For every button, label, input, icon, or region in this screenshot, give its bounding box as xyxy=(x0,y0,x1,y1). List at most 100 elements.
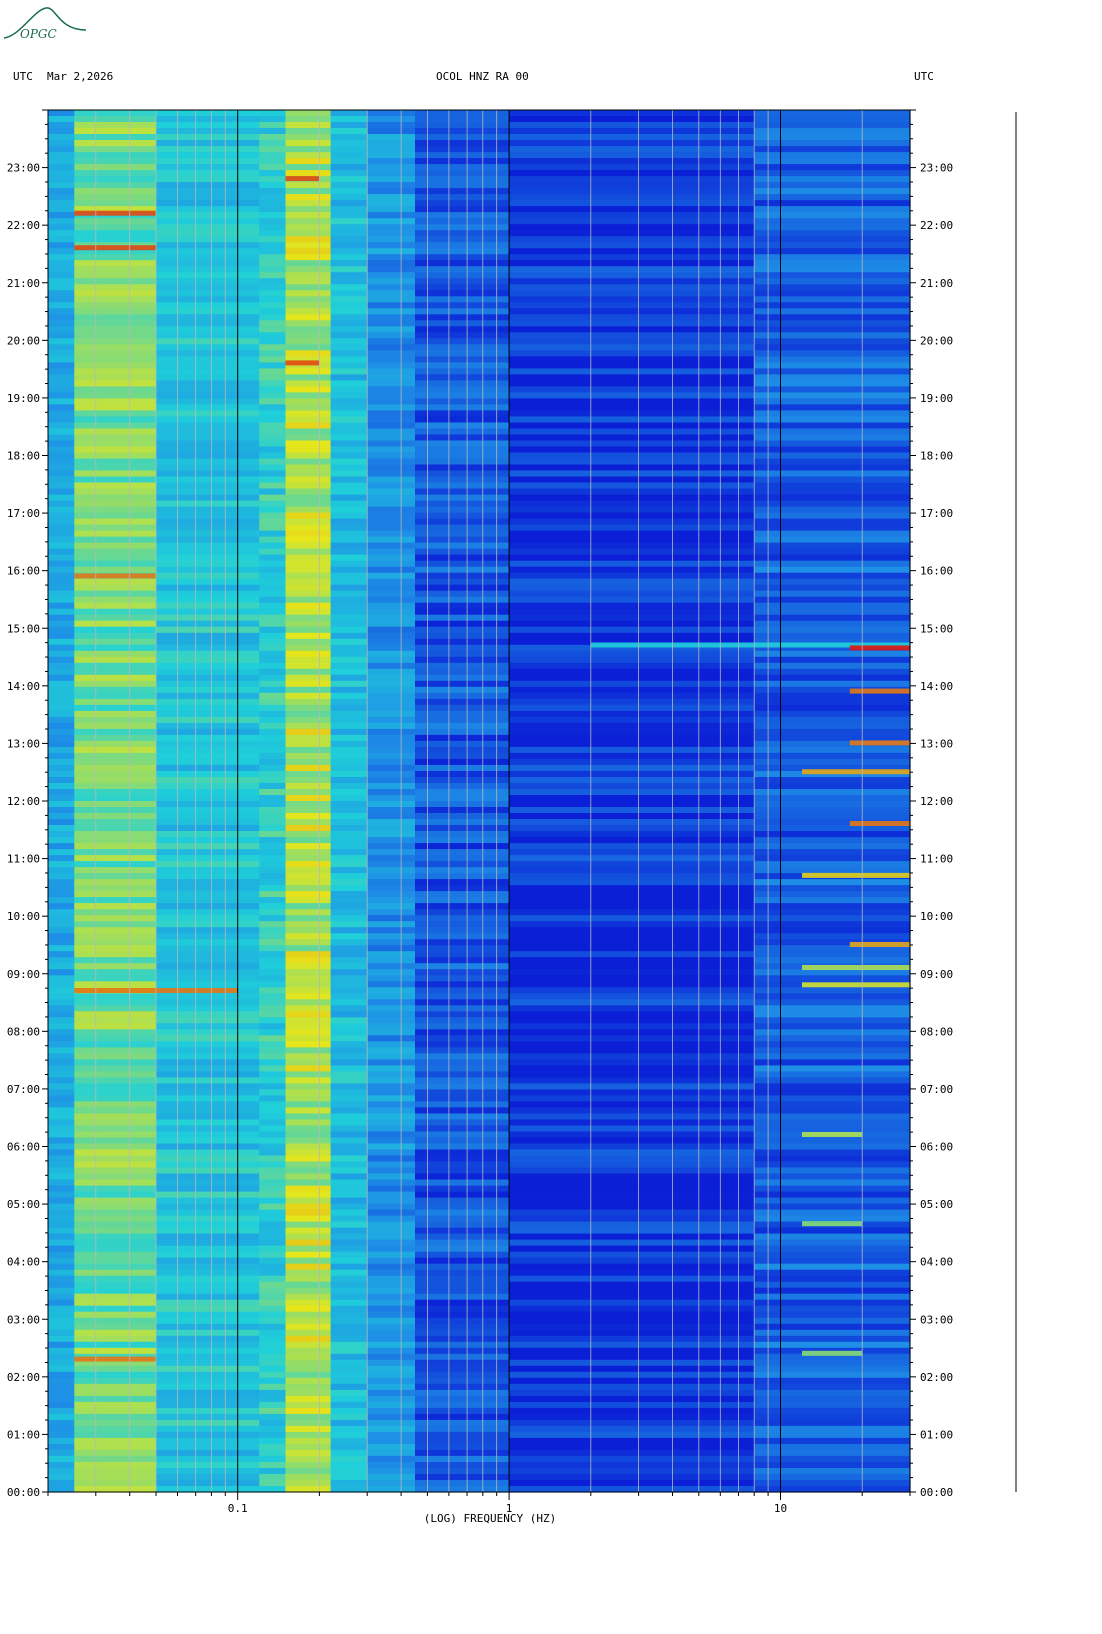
heat-cell xyxy=(285,116,332,123)
heat-cell xyxy=(330,596,368,604)
heat-cell xyxy=(74,728,157,736)
heat-cell xyxy=(367,1474,416,1481)
heat-cell xyxy=(754,518,911,526)
heat-cell xyxy=(259,915,287,922)
heat-cell xyxy=(156,1233,260,1241)
heat-cell xyxy=(156,1275,260,1283)
heat-cell xyxy=(48,1101,75,1108)
heat-cell xyxy=(259,1125,287,1133)
heat-cell xyxy=(74,1125,157,1133)
heat-cell xyxy=(509,392,755,399)
heat-cell xyxy=(415,602,510,610)
heat-cell xyxy=(415,777,510,784)
y-tick-label: 23:00 xyxy=(920,162,953,175)
heat-cell xyxy=(259,1131,287,1139)
heat-cell xyxy=(156,494,260,502)
heat-cell xyxy=(156,1185,260,1193)
heat-cell xyxy=(367,128,416,135)
heat-cell xyxy=(74,176,157,183)
heat-cell xyxy=(285,1125,332,1133)
heat-cell xyxy=(330,807,368,814)
heat-cell xyxy=(367,542,416,550)
heat-cell xyxy=(415,1077,510,1084)
heat-cell xyxy=(509,819,755,826)
heat-cell xyxy=(285,224,332,231)
heat-cell xyxy=(330,308,368,315)
y-tick-label: 16:00 xyxy=(920,565,953,578)
heat-cell xyxy=(367,1131,416,1139)
heat-cell xyxy=(367,302,416,309)
heat-cell xyxy=(509,1017,755,1024)
heat-cell xyxy=(285,422,332,430)
heat-cell xyxy=(509,1173,755,1181)
heat-cell xyxy=(754,662,911,670)
heat-cell xyxy=(330,248,368,255)
heat-event xyxy=(74,573,156,579)
heat-cell xyxy=(285,620,332,628)
heat-cell xyxy=(48,1143,75,1151)
heat-cell xyxy=(259,500,287,508)
heat-cell xyxy=(330,458,368,466)
heat-event xyxy=(849,740,910,746)
heat-cell xyxy=(285,188,332,195)
heat-cell xyxy=(330,1449,368,1457)
heat-cell xyxy=(509,1395,755,1403)
heat-cell xyxy=(367,897,416,904)
heat-cell xyxy=(74,224,157,231)
heat-cell xyxy=(509,620,755,628)
heat-cell xyxy=(74,1113,157,1121)
heat-cell xyxy=(754,668,911,676)
heat-cell xyxy=(330,446,368,454)
heat-cell xyxy=(285,182,332,189)
heat-event xyxy=(849,645,910,651)
heat-cell xyxy=(48,212,75,219)
heat-cell xyxy=(285,1474,332,1481)
heat-cell xyxy=(367,698,416,706)
heat-cell xyxy=(48,957,75,964)
heat-cell xyxy=(330,176,368,183)
heat-cell xyxy=(754,254,911,261)
heat-cell xyxy=(415,867,510,874)
heat-cell xyxy=(156,290,260,297)
heat-cell xyxy=(156,1047,260,1054)
heat-cell xyxy=(74,272,157,279)
heat-cell xyxy=(156,1065,260,1072)
heat-cell xyxy=(259,296,287,303)
heat-cell xyxy=(285,1389,332,1397)
heat-cell xyxy=(330,1353,368,1361)
heat-cell xyxy=(367,1365,416,1373)
heat-cell xyxy=(367,819,416,826)
heat-cell xyxy=(156,1227,260,1235)
heat-cell xyxy=(415,1083,510,1090)
heat-cell xyxy=(367,957,416,964)
heat-cell xyxy=(330,386,368,393)
heat-cell xyxy=(509,1245,755,1253)
heat-cell xyxy=(330,1179,368,1187)
heat-cell xyxy=(48,116,75,123)
heat-cell xyxy=(48,975,75,982)
heat-cell xyxy=(415,746,510,754)
heat-cell xyxy=(48,1468,75,1475)
heat-cell xyxy=(754,1245,911,1253)
heat-cell xyxy=(259,1047,287,1054)
heat-cell xyxy=(330,236,368,243)
heat-cell xyxy=(156,1359,260,1367)
heat-cell xyxy=(74,1161,157,1169)
heat-cell xyxy=(156,656,260,664)
heat-cell xyxy=(415,1137,510,1145)
heat-cell xyxy=(330,284,368,291)
heat-cell xyxy=(285,999,332,1006)
heat-cell xyxy=(48,470,75,478)
heat-cell xyxy=(156,230,260,237)
heat-cell xyxy=(259,1185,287,1193)
heat-cell xyxy=(48,422,75,430)
heat-cell xyxy=(754,626,911,634)
heat-cell xyxy=(156,614,260,622)
heat-cell xyxy=(415,1017,510,1024)
heat-cell xyxy=(367,1233,416,1241)
heat-cell xyxy=(259,1299,287,1307)
heat-cell xyxy=(330,1474,368,1481)
heat-cell xyxy=(415,975,510,982)
heat-cell xyxy=(754,602,911,610)
heat-cell xyxy=(754,1251,911,1259)
